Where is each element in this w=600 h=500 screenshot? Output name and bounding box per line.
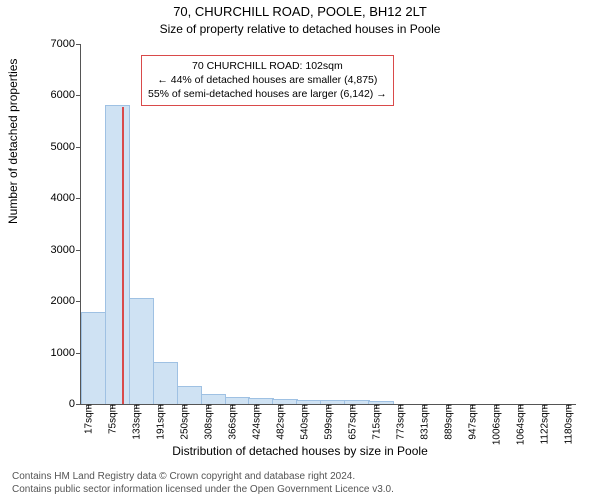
x-axis-label: Distribution of detached houses by size … — [0, 444, 600, 458]
y-tick-label: 7000 — [35, 38, 81, 50]
x-tick-label: 75sqm — [105, 404, 118, 434]
y-tick-mark — [76, 95, 81, 96]
y-tick-label: 4000 — [35, 192, 81, 204]
annotation-line: 55% of semi-detached houses are larger (… — [148, 87, 387, 101]
y-tick-mark — [76, 301, 81, 302]
histogram-bar — [81, 312, 106, 404]
y-tick-label: 2000 — [35, 295, 81, 307]
x-tick-label: 1064sqm — [513, 404, 526, 445]
annotation-line: 70 CHURCHILL ROAD: 102sqm — [148, 59, 387, 73]
x-tick-label: 831sqm — [417, 404, 430, 440]
y-tick-mark — [76, 147, 81, 148]
x-tick-label: 599sqm — [322, 404, 335, 440]
histogram-bar — [201, 394, 226, 404]
x-tick-label: 482sqm — [273, 404, 286, 440]
x-tick-label: 889sqm — [441, 404, 454, 440]
chart-title-sub: Size of property relative to detached ho… — [0, 22, 600, 36]
y-tick-mark — [76, 198, 81, 199]
y-tick-label: 1000 — [35, 347, 81, 359]
y-tick-mark — [76, 44, 81, 45]
y-tick-label: 3000 — [35, 244, 81, 256]
histogram-bar — [177, 386, 202, 404]
x-tick-label: 424sqm — [249, 404, 262, 440]
chart-container: 70, CHURCHILL ROAD, POOLE, BH12 2LT Size… — [0, 0, 600, 500]
chart-title-main: 70, CHURCHILL ROAD, POOLE, BH12 2LT — [0, 4, 600, 19]
x-tick-label: 1006sqm — [489, 404, 502, 445]
x-tick-label: 1122sqm — [537, 404, 550, 444]
annotation-box: 70 CHURCHILL ROAD: 102sqm← 44% of detach… — [141, 55, 394, 106]
property-marker-line — [122, 107, 124, 404]
histogram-bar — [225, 397, 250, 404]
histogram-bar — [153, 362, 178, 404]
histogram-bar — [105, 105, 130, 404]
histogram-bar — [129, 298, 154, 404]
x-tick-label: 191sqm — [153, 404, 166, 440]
footer-line-2: Contains public sector information licen… — [12, 483, 394, 496]
x-tick-label: 540sqm — [297, 404, 310, 440]
x-tick-label: 657sqm — [346, 404, 359, 440]
y-tick-label: 0 — [35, 398, 81, 410]
y-tick-label: 6000 — [35, 89, 81, 101]
x-tick-label: 308sqm — [202, 404, 215, 440]
x-tick-label: 17sqm — [82, 404, 95, 434]
plot-area: 0100020003000400050006000700017sqm75sqm1… — [80, 44, 576, 405]
footer-line-1: Contains HM Land Registry data © Crown c… — [12, 470, 394, 483]
x-tick-label: 773sqm — [393, 404, 406, 440]
x-tick-label: 366sqm — [225, 404, 238, 440]
y-tick-label: 5000 — [35, 141, 81, 153]
y-tick-mark — [76, 250, 81, 251]
y-tick-mark — [76, 404, 81, 405]
x-tick-label: 1180sqm — [561, 404, 574, 444]
x-tick-label: 250sqm — [178, 404, 191, 440]
annotation-line: ← 44% of detached houses are smaller (4,… — [148, 73, 387, 87]
footer-attribution: Contains HM Land Registry data © Crown c… — [12, 470, 394, 496]
x-tick-label: 133sqm — [129, 404, 142, 440]
x-tick-label: 947sqm — [465, 404, 478, 440]
x-tick-label: 715sqm — [369, 404, 382, 440]
y-axis-label: Number of detached properties — [6, 59, 20, 224]
